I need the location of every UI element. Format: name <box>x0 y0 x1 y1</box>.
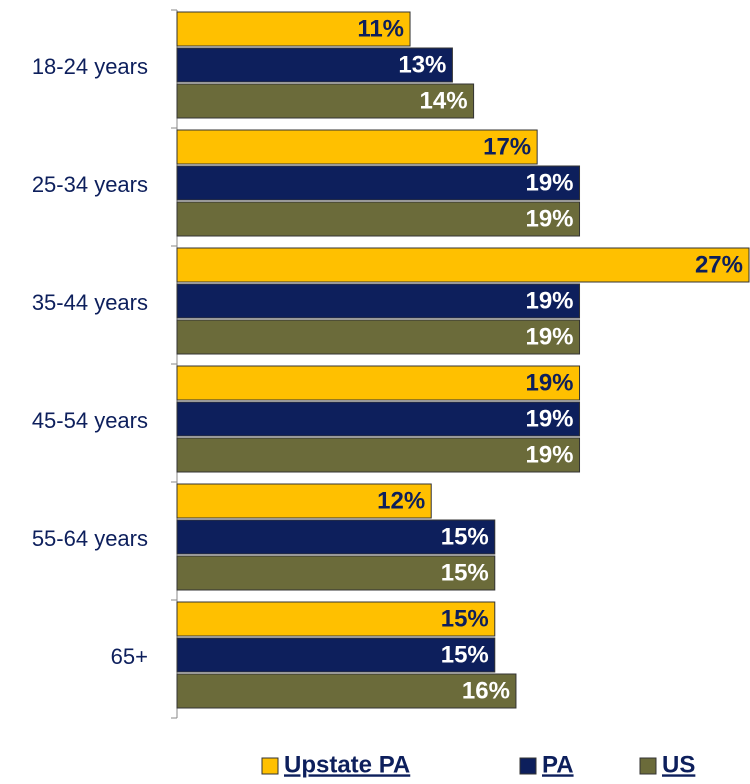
bar <box>176 519 496 555</box>
bar <box>176 83 475 119</box>
legend-swatch <box>639 757 657 775</box>
value-label: 12% <box>377 487 425 514</box>
value-label: 15% <box>441 605 489 632</box>
bar <box>176 401 581 437</box>
legend-swatch <box>519 757 537 775</box>
bar <box>176 637 496 673</box>
legend-swatch <box>261 757 279 775</box>
value-label: 11% <box>357 15 404 42</box>
value-label: 19% <box>525 369 573 396</box>
value-label: 19% <box>525 441 573 468</box>
bar <box>176 319 581 355</box>
bar <box>176 165 581 201</box>
bar <box>176 247 750 283</box>
bar <box>176 437 581 473</box>
category-label: 25-34 years <box>32 172 148 197</box>
bar <box>176 601 496 637</box>
bar <box>176 555 496 591</box>
bar <box>176 129 538 165</box>
bar <box>176 483 432 519</box>
bar <box>176 11 411 47</box>
value-label: 19% <box>525 323 573 350</box>
bar <box>176 201 581 237</box>
value-label: 19% <box>525 205 573 232</box>
value-label: 16% <box>462 677 510 704</box>
value-label: 13% <box>398 51 446 78</box>
value-label: 15% <box>441 523 489 550</box>
bar <box>176 365 581 401</box>
value-label: 14% <box>420 87 468 114</box>
legend-label: PA <box>542 751 574 778</box>
legend-label: US <box>662 751 695 778</box>
value-label: 15% <box>441 641 489 668</box>
category-label: 65+ <box>111 644 148 669</box>
value-label: 15% <box>441 559 489 586</box>
bar <box>176 47 453 83</box>
value-label: 19% <box>525 405 573 432</box>
bar <box>176 673 517 709</box>
legend-label: Upstate PA <box>284 751 410 778</box>
value-label: 27% <box>695 251 743 278</box>
category-label: 45-54 years <box>32 408 148 433</box>
value-label: 17% <box>483 133 531 160</box>
value-label: 19% <box>525 287 573 314</box>
category-label: 55-64 years <box>32 526 148 551</box>
value-label: 19% <box>525 169 573 196</box>
category-label: 18-24 years <box>32 54 148 79</box>
category-label: 35-44 years <box>32 290 148 315</box>
bar <box>176 283 581 319</box>
